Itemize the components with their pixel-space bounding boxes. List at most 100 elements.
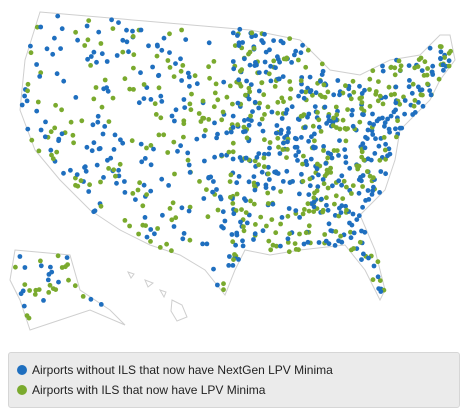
airport-dot [259, 169, 265, 175]
airport-dot [230, 263, 236, 268]
airport-dot [416, 84, 421, 90]
airport-dot [243, 198, 249, 204]
airport-dot [241, 224, 246, 230]
airport-dot [181, 97, 187, 102]
airport-dot [182, 105, 188, 110]
airport-dot [269, 217, 275, 223]
airport-dot [206, 117, 212, 122]
airport-dot [283, 56, 289, 62]
airport-dot [283, 110, 289, 116]
airport-dot [256, 162, 262, 168]
airport-dot [179, 78, 185, 83]
airport-dot [242, 56, 247, 62]
airport-dot [286, 249, 292, 255]
airport-dot [141, 82, 147, 87]
airport-dot [241, 124, 247, 130]
airport-dot [248, 198, 253, 204]
airport-dot [340, 117, 346, 123]
airport-dot [201, 133, 207, 139]
airport-dot [236, 257, 241, 262]
airport-dot [346, 86, 352, 92]
airport-dot [284, 168, 290, 174]
airport-dot [54, 71, 60, 77]
airport-dot [68, 167, 73, 173]
airport-dot [29, 137, 35, 143]
airport-dot [230, 149, 236, 155]
airport-dot [315, 161, 320, 167]
airport-dot [402, 111, 407, 117]
airport-dot [240, 238, 245, 244]
airport-dot [151, 146, 156, 152]
airport-dot [320, 68, 326, 74]
airport-dot [406, 84, 412, 90]
airport-dot [307, 183, 313, 189]
airport-dot [319, 61, 325, 67]
airport-dot [322, 104, 328, 110]
airport-dot [362, 229, 368, 235]
airport-dot [399, 125, 405, 131]
airport-dot [205, 214, 211, 220]
airport-dot [298, 113, 304, 119]
airport-dot [306, 208, 312, 214]
airport-dot [25, 126, 31, 132]
airport-dot [75, 183, 81, 189]
airport-dot [339, 173, 345, 179]
airport-dot [267, 145, 272, 151]
airport-dot [95, 119, 101, 125]
airport-dot [300, 42, 305, 48]
airport-dot [61, 78, 67, 84]
airport-dot [47, 282, 53, 288]
airport-dot [365, 169, 370, 174]
airport-dot [382, 147, 388, 153]
airport-dot [333, 104, 339, 110]
airport-dot [351, 89, 357, 95]
airport-dot [377, 190, 382, 195]
airport-dot [96, 29, 102, 35]
airport-dot [122, 76, 128, 82]
airport-dot [230, 201, 236, 206]
airport-dot [334, 148, 340, 154]
airport-dot [268, 63, 273, 69]
airport-dot [144, 234, 150, 240]
airport-dot [321, 82, 327, 88]
airport-dot [328, 165, 333, 171]
airport-dot [371, 175, 376, 181]
airport-dot [305, 201, 311, 207]
airport-dot [397, 101, 403, 107]
airport-dot [84, 144, 90, 150]
airport-dot [292, 241, 298, 247]
airport-dot [427, 88, 433, 93]
airport-dot [329, 228, 335, 234]
airport-dot [181, 134, 186, 140]
airport-dot [89, 148, 95, 154]
airport-dot [299, 89, 305, 94]
airport-dot [148, 162, 154, 168]
airport-dot [88, 63, 93, 68]
airport-dot [141, 182, 147, 188]
airport-dot [293, 153, 299, 158]
airport-dot [230, 140, 236, 146]
airport-dot [32, 292, 38, 297]
airport-dot [377, 157, 383, 163]
airport-dot [268, 78, 274, 84]
airport-dot [153, 112, 159, 117]
airport-dot [24, 98, 30, 104]
airport-dot [215, 282, 220, 288]
airport-dot [285, 213, 291, 219]
airport-dot [280, 147, 286, 152]
airport-dot [383, 156, 388, 162]
airport-dot [73, 95, 79, 100]
airport-dot [24, 313, 30, 318]
airport-dot [311, 195, 317, 201]
airport-dot [28, 43, 33, 49]
airport-dot [70, 132, 76, 138]
airport-dot [38, 127, 44, 133]
airport-dot [442, 55, 447, 60]
airport-dot [380, 115, 385, 121]
airport-dot [266, 238, 272, 244]
airport-dot [131, 87, 136, 92]
airport-dot [348, 96, 354, 102]
airport-dot [324, 167, 330, 173]
airport-dot [112, 132, 118, 138]
airport-dot [204, 187, 209, 193]
